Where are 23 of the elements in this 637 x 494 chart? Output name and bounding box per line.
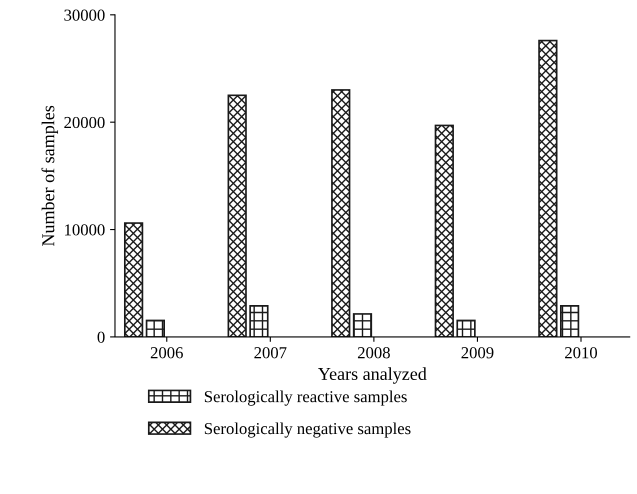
bar — [331, 89, 350, 337]
bar — [434, 124, 454, 337]
bar — [352, 313, 372, 337]
y-tick-label: 0 — [98, 332, 105, 343]
y-tick-label: 30000 — [64, 10, 105, 21]
legend-label: Serologically negative samples — [204, 422, 411, 438]
bar — [124, 222, 144, 337]
x-tick-label: 2009 — [462, 347, 494, 358]
bar — [456, 320, 476, 337]
bar — [538, 40, 558, 337]
bar — [249, 305, 269, 337]
bar — [228, 94, 247, 337]
bar — [560, 305, 580, 337]
x-tick-label: 2010 — [565, 347, 598, 358]
x-axis-title: Years analyzed — [318, 367, 427, 384]
y-tick-label: 20000 — [64, 116, 105, 128]
x-tick-label: 2007 — [254, 347, 287, 358]
bar — [146, 320, 166, 337]
legend-label: Serologically reactive samples — [204, 390, 407, 406]
x-tick-label: 2008 — [358, 347, 390, 358]
x-tick-label: 2006 — [150, 347, 183, 358]
y-tick-label: 10000 — [65, 224, 105, 236]
y-axis-title: Number of samples — [41, 106, 58, 246]
